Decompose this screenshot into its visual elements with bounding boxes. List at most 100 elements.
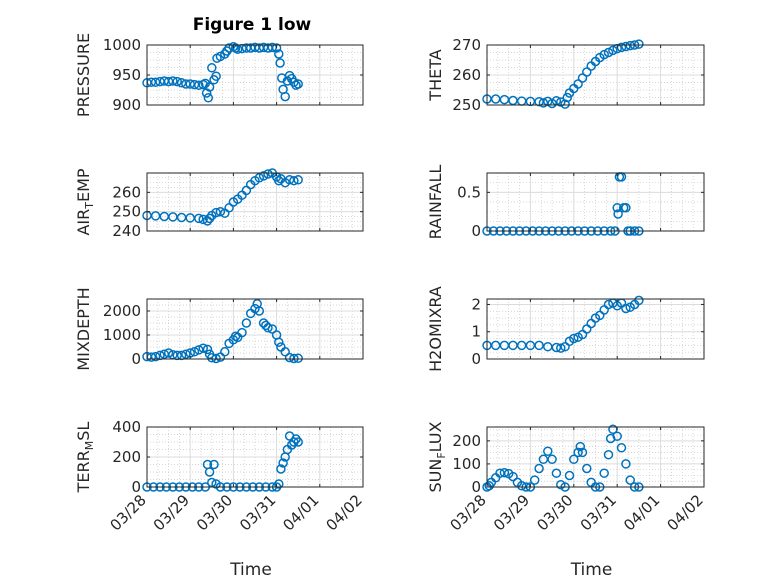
y-axis-label: THETA [426, 49, 445, 101]
data-point [562, 92, 573, 103]
data-point [573, 447, 583, 458]
y-tick-label: 260 [452, 66, 481, 84]
data-point [564, 470, 575, 481]
y-tick-label: 900 [112, 96, 141, 114]
y-axis-label: H2OMIXRA [426, 286, 445, 372]
y-tick-label: 250 [452, 96, 481, 114]
data-point [582, 67, 592, 77]
data-point [551, 342, 562, 353]
x-tick-label: 03/28 [447, 491, 490, 534]
y-tick-label: 270 [452, 36, 481, 54]
data-point [508, 471, 518, 482]
y-axis-label: PRESSURE [74, 33, 93, 117]
subplot-2: 250 260 270 THETA [426, 36, 705, 114]
data-point [569, 333, 579, 344]
y-tick-label: 1000 [103, 326, 141, 344]
data-point [547, 454, 557, 465]
y-axis-label: RAINFALL [426, 165, 445, 240]
y-tick-label: 260 [112, 183, 141, 201]
data-point [280, 347, 290, 357]
data-point [198, 214, 208, 225]
subplot-8: 0 100 200 03/28 03/29 03/30 03/31 04/01 04/02 SUN… [426, 421, 707, 580]
subplot-1: 900 950 1000 PRESSURE [74, 33, 364, 117]
data-point [625, 475, 635, 485]
y-tick-label: 1000 [103, 36, 141, 54]
data-point [577, 447, 588, 458]
data-point [499, 467, 510, 478]
y-tick-label: 240 [112, 222, 141, 240]
data-point [560, 99, 570, 109]
y-axis-label: MIXDEPTH [74, 287, 93, 370]
data-point [621, 303, 631, 314]
data-point [569, 454, 579, 465]
y-tick-label: 0 [471, 222, 481, 240]
data-point [621, 203, 631, 213]
y-tick-label: 950 [112, 66, 141, 84]
x-tick-label: 04/02 [664, 491, 707, 534]
data-point [573, 79, 583, 89]
data-point [599, 468, 609, 478]
data-point [276, 464, 286, 474]
subplot-7: 0 200 400 03/28 03/29 03/30 03/31 04/01 04/02 TER… [74, 418, 366, 580]
y-tick-label: 0.5 [457, 183, 481, 201]
x-tick-label: 03/30 [533, 491, 576, 534]
data-point [202, 344, 213, 355]
data-point [215, 206, 226, 217]
x-axis-label: Time [229, 560, 272, 580]
data-point [254, 306, 265, 316]
y-tick-label: 0 [471, 350, 481, 368]
data-point [575, 441, 586, 452]
data-point [603, 299, 614, 310]
y-axis-label: TERRMSL [74, 422, 96, 494]
subplot-5: 0 1000 2000 MIXDEPTH [74, 287, 364, 371]
axes-box [486, 298, 705, 360]
x-tick-label: 03/31 [236, 491, 279, 534]
data-point [603, 449, 614, 460]
data-point [204, 467, 215, 477]
data-point [605, 433, 616, 444]
y-tick-label: 0 [131, 350, 141, 368]
data-point [612, 431, 622, 441]
data-point [271, 43, 282, 53]
x-tick-label: 04/01 [279, 491, 322, 534]
data-point [289, 175, 299, 186]
data-point [274, 337, 284, 347]
x-tick-label: 03/29 [490, 491, 533, 534]
x-tick-label: 03/29 [150, 491, 193, 534]
data-point [634, 39, 644, 49]
data-point [556, 343, 566, 353]
figure-title: Figure 1 low [193, 15, 312, 35]
data-point [181, 349, 191, 359]
y-tick-label: 100 [452, 455, 481, 473]
subplot-4: 0 0.5 RAINFALL [426, 165, 705, 240]
data-point [198, 343, 208, 353]
data-point [209, 459, 219, 470]
data-point [534, 340, 544, 351]
y-tick-label: 400 [112, 418, 141, 436]
axes-box [146, 298, 364, 360]
data-point [529, 475, 540, 485]
data-point [293, 79, 303, 89]
axes-box [486, 426, 705, 488]
data-point [168, 76, 178, 86]
data-point [603, 47, 614, 58]
data-point [220, 347, 230, 357]
data-point [543, 446, 553, 456]
data-point [263, 323, 273, 333]
data-point [163, 348, 174, 358]
y-tick-label: 2 [471, 295, 481, 313]
data-point [613, 209, 623, 219]
y-axis-label: AIRTEMP [74, 168, 96, 235]
data-point [176, 78, 187, 88]
x-tick-label: 03/30 [193, 491, 236, 534]
data-point [185, 79, 195, 89]
x-tick-label: 04/02 [323, 491, 366, 534]
data-point [634, 295, 644, 306]
data-point [582, 463, 592, 474]
axes-box [486, 172, 705, 232]
data-point [237, 327, 247, 338]
data-point [551, 468, 562, 478]
data-point [275, 58, 285, 68]
